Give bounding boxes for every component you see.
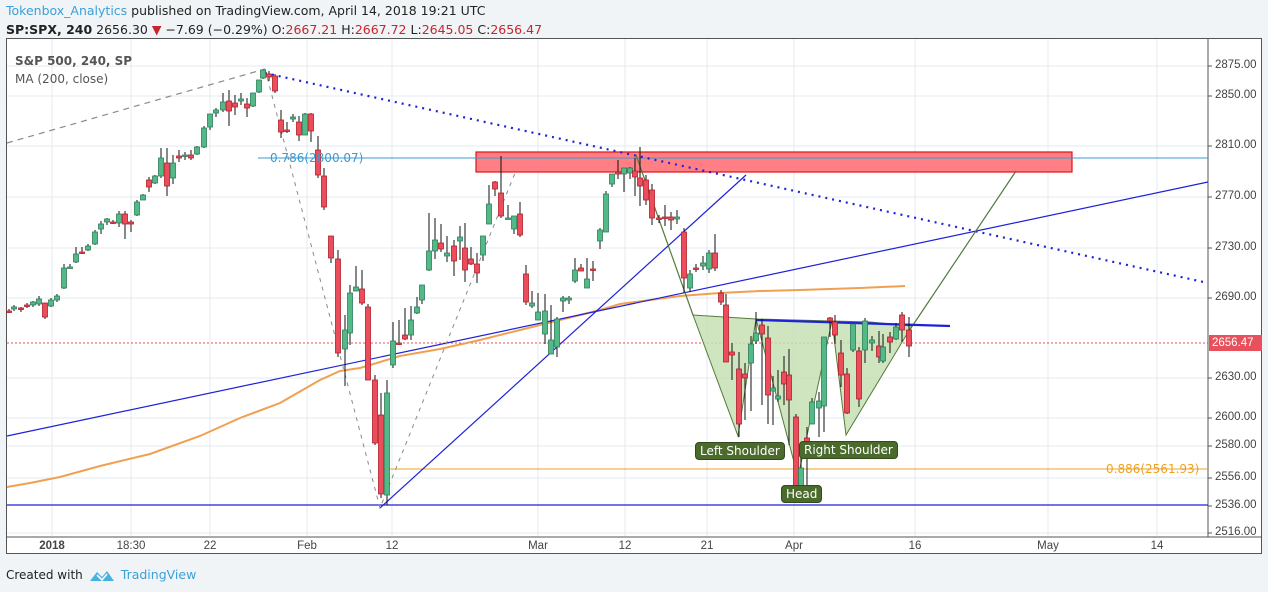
tradingview-link[interactable]: TradingView <box>120 567 197 582</box>
x-tick-22: 22 <box>203 540 217 552</box>
long-uptrend-line[interactable] <box>6 181 1209 437</box>
high-label: H: <box>341 22 355 37</box>
downtrend-dotted-line[interactable] <box>264 71 1209 285</box>
fib-786-label: 0.786(2800.07) <box>270 151 364 165</box>
fib-886-label: 0.886(2561.93) <box>1106 462 1200 476</box>
footer: Created with TradingView <box>6 567 196 582</box>
tradingview-logo-icon[interactable] <box>89 568 115 582</box>
close-label: C: <box>477 22 491 37</box>
indicator-title[interactable]: MA (200, close) <box>15 72 109 86</box>
x-tick-apr: Apr <box>785 540 803 552</box>
x-tick-2018: 2018 <box>39 540 65 552</box>
x-tick-12-feb: 12 <box>385 540 399 552</box>
steep-uptrend-line[interactable] <box>379 174 747 509</box>
symbol-quote-line: SP:SPX, 240 2656.30 ▼ −7.69 (−0.29%) O:2… <box>6 22 542 37</box>
y-tick-2730: 2730.00 <box>1215 241 1257 253</box>
down-arrow-icon: ▼ <box>151 22 162 37</box>
x-tick-12-mar: 12 <box>618 540 632 552</box>
candlesticks <box>6 69 912 505</box>
right-shoulder-label[interactable]: Right Shoulder <box>799 441 898 459</box>
y-tick-2770: 2770.00 <box>1215 190 1257 202</box>
x-tick-1830: 18:30 <box>116 540 146 552</box>
y-tick-2556: 2556.00 <box>1215 471 1257 483</box>
author-link[interactable]: Tokenbox_Analytics <box>6 3 128 18</box>
target-projection-line[interactable] <box>906 170 1017 335</box>
swing-line-1 <box>6 68 266 144</box>
low-value: 2645.05 <box>421 22 474 37</box>
symbol: SP:SPX, 240 <box>6 22 93 37</box>
resistance-zone[interactable] <box>475 151 1073 173</box>
series-title: S&P 500, 240, SP <box>15 54 133 68</box>
x-tick-may: May <box>1037 540 1059 552</box>
y-tick-2810: 2810.00 <box>1215 139 1257 151</box>
x-tick-mar: Mar <box>528 540 548 552</box>
chart-frame[interactable] <box>6 38 1262 554</box>
y-tick-2536: 2536.00 <box>1215 499 1257 511</box>
open-label: O: <box>271 22 286 37</box>
low-label: L: <box>410 22 422 37</box>
chart-legend: S&P 500, 240, SP MA (200, close) <box>15 52 132 88</box>
x-tick-feb: Feb <box>297 540 317 552</box>
last-price: 2656.30 <box>96 22 148 37</box>
y-tick-2875: 2875.00 <box>1215 59 1257 71</box>
x-tick-14: 14 <box>1150 540 1164 552</box>
grid <box>7 39 1208 536</box>
publish-info: Tokenbox_Analytics published on TradingV… <box>6 3 485 18</box>
x-tick-21: 21 <box>700 540 714 552</box>
close-value: 2656.47 <box>490 22 543 37</box>
published-text: published on TradingView.com, April 14, … <box>127 3 486 18</box>
head-label[interactable]: Head <box>781 485 823 503</box>
price-ticks <box>1208 65 1212 534</box>
price-change: −7.69 (−0.29%) <box>165 22 268 37</box>
y-tick-2516: 2516.00 <box>1215 526 1257 536</box>
open-value: 2667.21 <box>285 22 338 37</box>
y-tick-2600: 2600.00 <box>1215 411 1257 423</box>
created-with-text: Created with <box>6 567 83 582</box>
high-value: 2667.72 <box>354 22 407 37</box>
y-tick-2690: 2690.00 <box>1215 291 1257 303</box>
y-tick-2850: 2850.00 <box>1215 89 1257 101</box>
y-tick-2630: 2630.00 <box>1215 371 1257 383</box>
left-shoulder-label[interactable]: Left Shoulder <box>695 442 785 460</box>
y-tick-2580: 2580.00 <box>1215 439 1257 451</box>
x-tick-16: 16 <box>908 540 922 552</box>
last-price-tag: 2656.47 <box>1209 335 1262 351</box>
swing-line-2 <box>264 68 516 510</box>
